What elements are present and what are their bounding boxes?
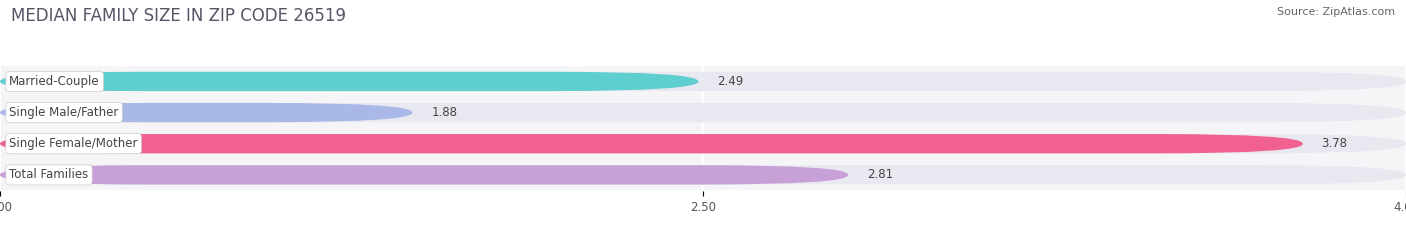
FancyBboxPatch shape bbox=[0, 165, 1406, 185]
FancyBboxPatch shape bbox=[0, 72, 699, 91]
Text: 3.78: 3.78 bbox=[1322, 137, 1347, 150]
Text: 1.88: 1.88 bbox=[432, 106, 457, 119]
Text: Married-Couple: Married-Couple bbox=[10, 75, 100, 88]
Text: Single Female/Mother: Single Female/Mother bbox=[10, 137, 138, 150]
Text: 2.49: 2.49 bbox=[717, 75, 744, 88]
FancyBboxPatch shape bbox=[0, 128, 1406, 159]
FancyBboxPatch shape bbox=[0, 159, 1406, 190]
FancyBboxPatch shape bbox=[0, 134, 1406, 153]
Text: Single Male/Father: Single Male/Father bbox=[10, 106, 118, 119]
Text: MEDIAN FAMILY SIZE IN ZIP CODE 26519: MEDIAN FAMILY SIZE IN ZIP CODE 26519 bbox=[11, 7, 346, 25]
FancyBboxPatch shape bbox=[0, 72, 1406, 91]
Text: 2.81: 2.81 bbox=[868, 168, 893, 181]
FancyBboxPatch shape bbox=[0, 134, 1303, 153]
Text: Total Families: Total Families bbox=[10, 168, 89, 181]
Text: Source: ZipAtlas.com: Source: ZipAtlas.com bbox=[1277, 7, 1395, 17]
FancyBboxPatch shape bbox=[0, 165, 848, 185]
FancyBboxPatch shape bbox=[0, 97, 1406, 128]
FancyBboxPatch shape bbox=[0, 103, 1406, 122]
FancyBboxPatch shape bbox=[0, 66, 1406, 97]
FancyBboxPatch shape bbox=[0, 103, 412, 122]
